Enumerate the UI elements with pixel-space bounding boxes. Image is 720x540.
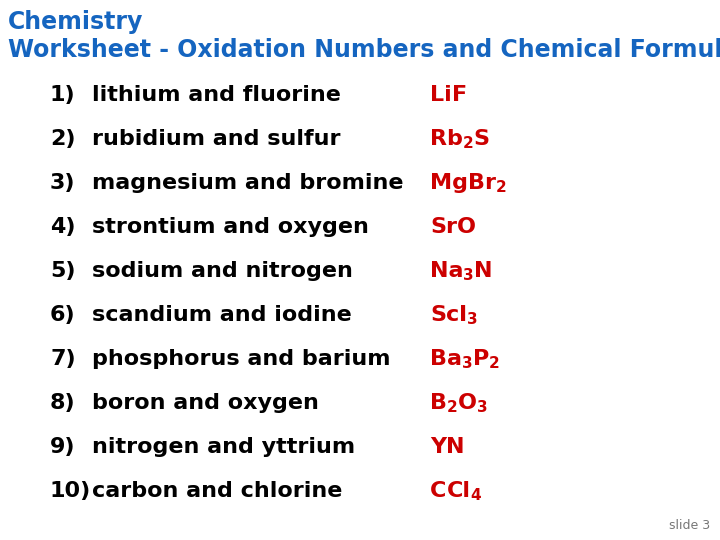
Text: O: O [458,393,477,413]
Text: Mg: Mg [430,173,468,193]
Text: lithium and fluorine: lithium and fluorine [92,85,341,105]
Text: 3: 3 [464,268,474,284]
Text: Sr: Sr [430,217,457,237]
Text: 5): 5) [50,261,76,281]
Text: 2: 2 [489,356,500,372]
Text: 3): 3) [50,173,76,193]
Text: N: N [474,261,492,281]
Text: rubidium and sulfur: rubidium and sulfur [92,129,341,149]
Text: Sc: Sc [430,305,459,325]
Text: B: B [430,393,447,413]
Text: Ba: Ba [430,349,462,369]
Text: 2: 2 [463,137,474,152]
Text: 1): 1) [50,85,76,105]
Text: 4): 4) [50,217,76,237]
Text: 10): 10) [50,481,91,501]
Text: I: I [459,305,467,325]
Text: phosphorus and barium: phosphorus and barium [92,349,390,369]
Text: carbon and chlorine: carbon and chlorine [92,481,343,501]
Text: nitrogen and yttrium: nitrogen and yttrium [92,437,355,457]
Text: C: C [430,481,446,501]
Text: 3: 3 [467,313,478,327]
Text: scandium and iodine: scandium and iodine [92,305,352,325]
Text: Worksheet - Oxidation Numbers and Chemical Formulas: Worksheet - Oxidation Numbers and Chemic… [8,38,720,62]
Text: Cl: Cl [446,481,470,501]
Text: Na: Na [430,261,464,281]
Text: 8): 8) [50,393,76,413]
Text: 2: 2 [496,180,507,195]
Text: Y: Y [430,437,446,457]
Text: 7): 7) [50,349,76,369]
Text: 2): 2) [50,129,76,149]
Text: magnesium and bromine: magnesium and bromine [92,173,403,193]
Text: N: N [446,437,464,457]
Text: Chemistry: Chemistry [8,10,143,34]
Text: F: F [451,85,467,105]
Text: sodium and nitrogen: sodium and nitrogen [92,261,353,281]
Text: Br: Br [468,173,496,193]
Text: P: P [472,349,489,369]
Text: 9): 9) [50,437,76,457]
Text: 3: 3 [462,356,472,372]
Text: strontium and oxygen: strontium and oxygen [92,217,369,237]
Text: boron and oxygen: boron and oxygen [92,393,319,413]
Text: S: S [474,129,490,149]
Text: Li: Li [430,85,451,105]
Text: 4: 4 [470,489,481,503]
Text: Rb: Rb [430,129,463,149]
Text: 2: 2 [447,401,458,415]
Text: 6): 6) [50,305,76,325]
Text: slide 3: slide 3 [669,519,710,532]
Text: O: O [457,217,476,237]
Text: 3: 3 [477,401,487,415]
